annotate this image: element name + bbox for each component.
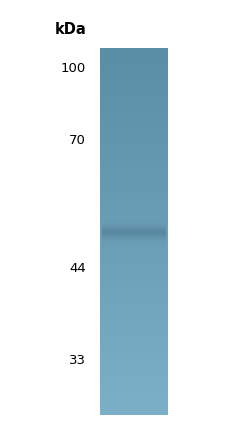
Text: 70: 70 — [69, 133, 86, 146]
Text: 33: 33 — [69, 353, 86, 366]
Text: kDa: kDa — [55, 22, 87, 38]
Text: 44: 44 — [69, 261, 86, 274]
Text: 100: 100 — [61, 61, 86, 74]
